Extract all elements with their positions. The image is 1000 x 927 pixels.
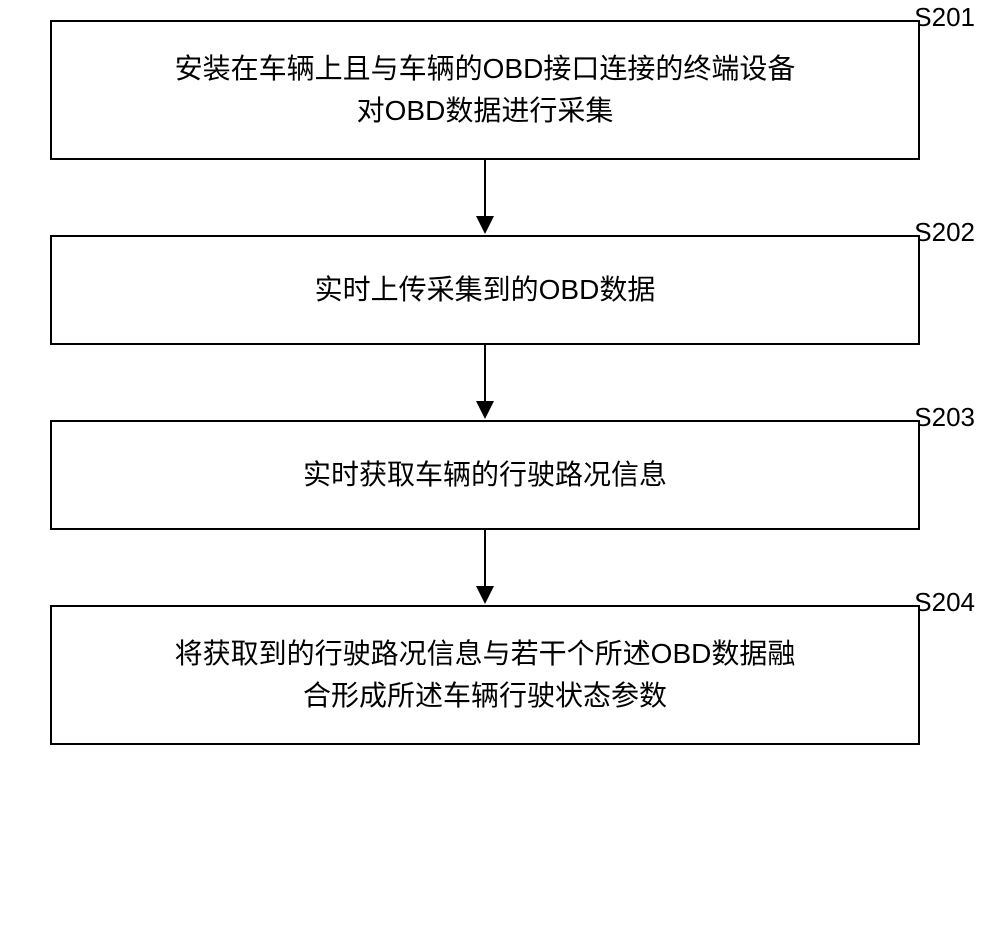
step-label-s204: S204 — [914, 587, 975, 618]
step-text-s201-line1: 安装在车辆上且与车辆的OBD接口连接的终端设备 — [175, 48, 796, 90]
step-text-s203-line1: 实时获取车辆的行驶路况信息 — [303, 454, 667, 496]
step-text-s204-line1: 将获取到的行驶路况信息与若干个所述OBD数据融 — [175, 633, 796, 675]
arrow-s201-s202 — [50, 160, 920, 235]
arrow-s203-s204 — [50, 530, 920, 605]
step-label-s202: S202 — [914, 217, 975, 248]
step-wrapper-s201: S201 安装在车辆上且与车辆的OBD接口连接的终端设备 对OBD数据进行采集 — [20, 20, 980, 160]
step-label-s203: S203 — [914, 402, 975, 433]
arrow-s202-s203 — [50, 345, 920, 420]
step-wrapper-s202: S202 实时上传采集到的OBD数据 — [20, 235, 980, 345]
step-text-s201-line2: 对OBD数据进行采集 — [357, 90, 614, 132]
step-box-s201: 安装在车辆上且与车辆的OBD接口连接的终端设备 对OBD数据进行采集 — [50, 20, 920, 160]
step-box-s204: 将获取到的行驶路况信息与若干个所述OBD数据融 合形成所述车辆行驶状态参数 — [50, 605, 920, 745]
step-box-s202: 实时上传采集到的OBD数据 — [50, 235, 920, 345]
step-box-s203: 实时获取车辆的行驶路况信息 — [50, 420, 920, 530]
flowchart-container: S201 安装在车辆上且与车辆的OBD接口连接的终端设备 对OBD数据进行采集 … — [20, 20, 980, 745]
step-wrapper-s203: S203 实时获取车辆的行驶路况信息 — [20, 420, 980, 530]
step-wrapper-s204: S204 将获取到的行驶路况信息与若干个所述OBD数据融 合形成所述车辆行驶状态… — [20, 605, 980, 745]
step-text-s202-line1: 实时上传采集到的OBD数据 — [315, 269, 656, 311]
step-label-s201: S201 — [914, 2, 975, 33]
step-text-s204-line2: 合形成所述车辆行驶状态参数 — [303, 675, 667, 717]
